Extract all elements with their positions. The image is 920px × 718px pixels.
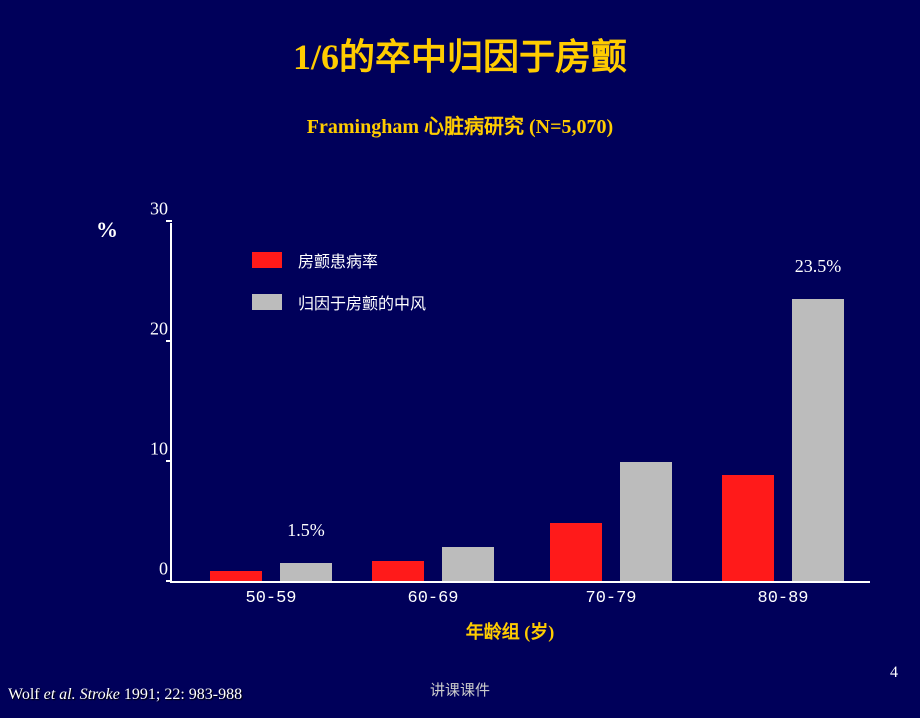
y-tick: [166, 460, 172, 462]
y-axis-label: %: [96, 217, 118, 243]
bar: [280, 563, 332, 581]
bar: [620, 462, 672, 581]
y-tick: [166, 220, 172, 222]
x-tick-label: 50-59: [245, 589, 296, 608]
citation-suffix: 1991; 22: 983-988: [120, 686, 242, 703]
bar: [722, 475, 774, 581]
x-tick-label: 70-79: [585, 589, 636, 608]
legend-item: 房颤患病率: [252, 248, 426, 272]
legend-label: 房颤患病率: [298, 248, 378, 272]
y-tick-label: 20: [140, 319, 168, 340]
y-tick-label: 10: [140, 439, 168, 460]
citation-prefix: Wolf: [8, 686, 44, 703]
chart-legend: 房颤患病率归因于房颤的中风: [252, 248, 426, 332]
slide-subtitle: Framingham 心脏病研究 (N=5,070): [0, 110, 920, 139]
bar: [550, 523, 602, 581]
chart-plot: 房颤患病率归因于房颤的中风 010203050-5960-6970-7980-8…: [170, 223, 870, 583]
y-tick: [166, 340, 172, 342]
x-axis-label: 年龄组 (岁): [466, 618, 555, 644]
value-label: 23.5%: [795, 256, 842, 277]
legend-item: 归因于房颤的中风: [252, 290, 426, 314]
citation-text: Wolf et al. Stroke 1991; 22: 983-988: [8, 686, 242, 704]
bar: [372, 561, 424, 581]
x-tick-label: 60-69: [407, 589, 458, 608]
x-tick-label: 80-89: [757, 589, 808, 608]
legend-swatch: [252, 294, 282, 310]
bar-chart: % 房颤患病率归因于房颤的中风 010203050-5960-6970-7980…: [120, 223, 900, 623]
slide-title: 1/6的卒中归因于房颤: [0, 28, 920, 80]
y-tick-label: 30: [140, 199, 168, 220]
bar: [210, 571, 262, 581]
legend-swatch: [252, 252, 282, 268]
y-tick-label: 0: [140, 559, 168, 580]
bar: [792, 299, 844, 581]
bar: [442, 547, 494, 581]
y-tick: [166, 580, 172, 582]
page-number: 4: [890, 664, 898, 682]
value-label: 1.5%: [287, 520, 325, 541]
legend-label: 归因于房颤的中风: [298, 290, 426, 314]
citation-italic: et al. Stroke: [44, 686, 120, 703]
